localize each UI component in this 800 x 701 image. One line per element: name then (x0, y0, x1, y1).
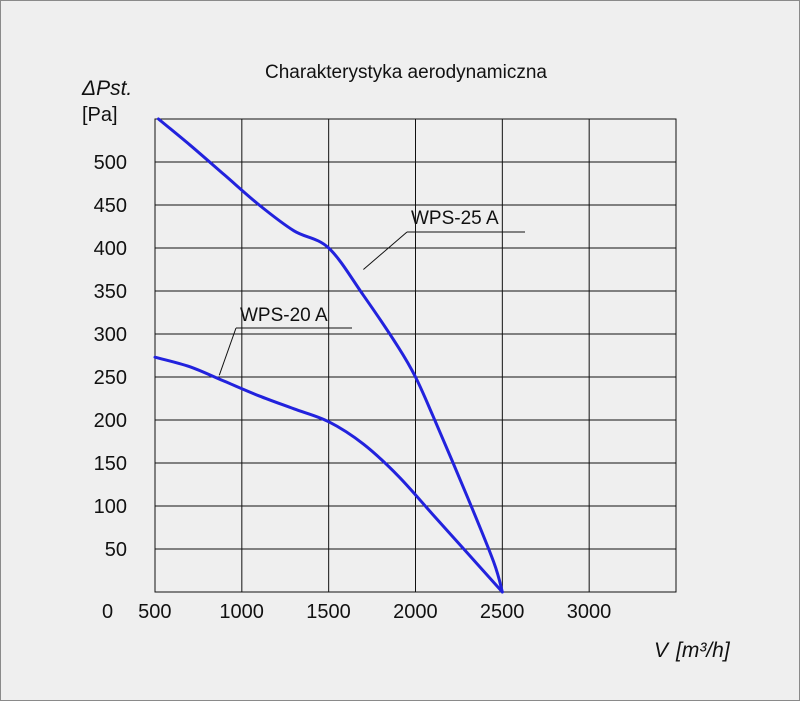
y-tick-label: 200 (94, 410, 127, 432)
grid-lines (155, 119, 677, 592)
y-tick-label: 250 (94, 367, 127, 389)
chart-title: Charakterystyka aerodynamiczna (265, 62, 547, 83)
y-tick-labels: 50 100 150 200 250 300 350 400 450 500 (94, 152, 127, 561)
series-label: WPS-20 A (240, 305, 328, 326)
origin-tick-label: 0 (102, 601, 113, 623)
y-tick-label: 500 (94, 152, 127, 174)
series-label: WPS-25 A (411, 208, 499, 229)
y-tick-label: 350 (94, 281, 127, 303)
x-tick-label: 500 (138, 601, 171, 623)
x-axis-label: V [m³/h] (654, 639, 731, 662)
x-tick-label: 3000 (567, 601, 612, 623)
series-annotations: WPS-25 A WPS-20 A (218, 208, 525, 376)
x-axis-variable: V (654, 639, 670, 662)
series-line-wps-25-a (156, 117, 504, 594)
y-tick-label: 150 (94, 453, 127, 475)
x-tick-labels: 500 1000 1500 2000 2500 3000 (138, 601, 611, 623)
y-tick-label: 300 (94, 324, 127, 346)
x-axis-unit: [m³/h] (675, 639, 731, 662)
x-tick-label: 1500 (306, 601, 351, 623)
annotation-leader (218, 327, 237, 376)
x-tick-label: 2500 (480, 601, 525, 623)
x-tick-label: 2000 (393, 601, 438, 623)
series-line-wps-20-a (153, 355, 504, 594)
y-tick-label: 100 (94, 496, 127, 518)
y-tick-label: 450 (94, 195, 127, 217)
y-axis-label: ΔPst. (81, 77, 132, 100)
y-axis-unit: [Pa] (82, 104, 118, 126)
x-tick-label: 1000 (219, 601, 264, 623)
series-lines (153, 117, 504, 594)
annotation-leader (363, 231, 408, 270)
y-tick-label: 400 (94, 238, 127, 260)
y-tick-label: 50 (105, 539, 127, 561)
